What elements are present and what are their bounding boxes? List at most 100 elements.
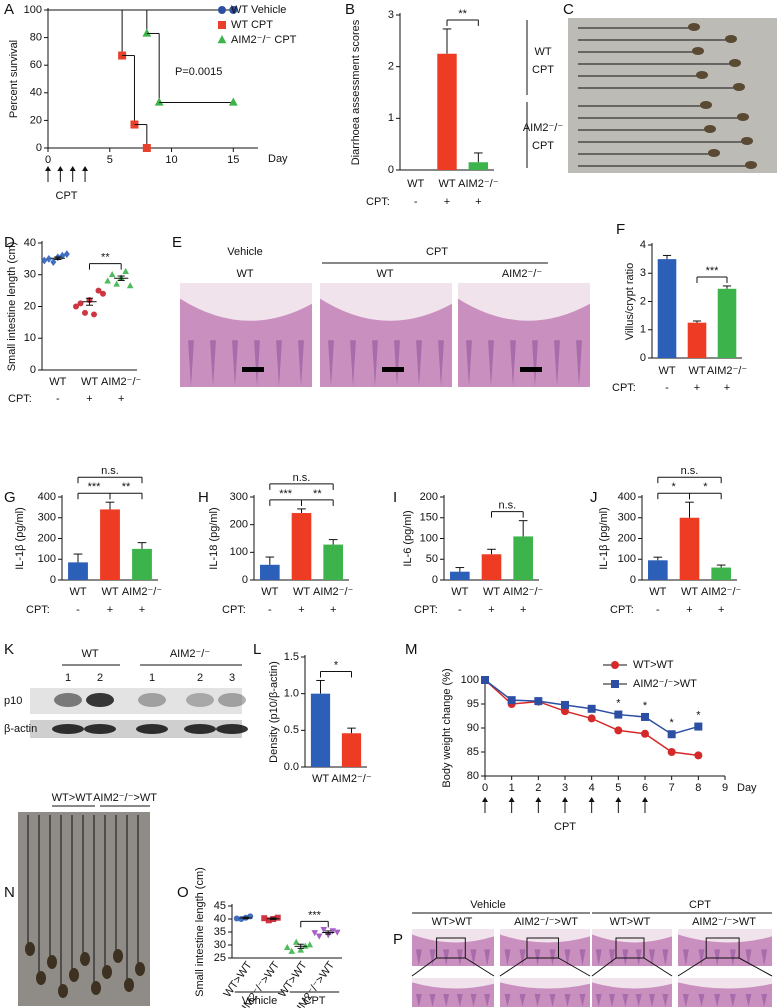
y-axis-title: IL-6 (pg/ml) — [402, 510, 414, 566]
row-value: + — [718, 604, 724, 616]
legend-label: WT Vehicle — [231, 4, 286, 16]
marker — [333, 929, 341, 936]
lane-label: 3 — [229, 672, 235, 684]
significance-label: ** — [313, 488, 322, 500]
group-label: CPT — [689, 899, 711, 911]
marker — [59, 251, 66, 260]
y-tick-label: 100 — [420, 532, 438, 544]
villus — [635, 993, 642, 1007]
villus — [549, 993, 556, 1007]
villus — [576, 340, 582, 387]
marker — [95, 287, 102, 294]
image-label: WT>WT — [610, 916, 651, 928]
marker — [534, 697, 543, 706]
blot-band — [186, 693, 214, 707]
villus — [554, 340, 560, 387]
significance-label: n.s. — [293, 472, 311, 484]
stool — [692, 47, 704, 55]
marker — [100, 290, 106, 297]
x-axis-title: Day — [737, 782, 757, 794]
y-tick-label: 150 — [420, 512, 438, 524]
row-label: p10 — [4, 695, 22, 707]
villus — [298, 340, 304, 387]
bar — [717, 288, 737, 358]
row-value: - — [656, 604, 660, 616]
y-tick-label: 200 — [618, 532, 636, 544]
image-label: AIM2⁻/⁻>WT — [514, 916, 578, 928]
y-axis-title: IL-1β (pg/ml) — [14, 507, 26, 570]
y-tick-label: 45 — [214, 900, 226, 912]
group-label: WT — [81, 648, 98, 660]
x-tick-label: AIM2⁻/⁻ — [122, 586, 163, 598]
marker — [113, 280, 120, 287]
villus — [682, 993, 689, 1007]
rule — [591, 957, 617, 977]
group-label: Vehicle — [227, 246, 262, 258]
marker — [63, 250, 70, 259]
villus — [729, 993, 736, 1007]
row-label: CPT: — [26, 604, 50, 616]
arrow-head — [535, 797, 542, 802]
arrow-head — [69, 166, 76, 171]
y-tick-label: 85 — [467, 746, 479, 758]
lane-label: 1 — [149, 672, 155, 684]
row-value: + — [724, 382, 730, 394]
panel-letter: D — [4, 234, 15, 251]
stool — [58, 984, 68, 998]
villus — [649, 993, 655, 1007]
y-tick-label: 0 — [630, 574, 636, 586]
y-tick-label: 95 — [467, 698, 479, 710]
villus — [622, 993, 629, 1007]
marker — [614, 710, 623, 719]
y-tick-label: 40 — [214, 913, 226, 925]
arrow-head — [615, 797, 622, 802]
zoom-box — [615, 937, 645, 959]
bar — [291, 513, 312, 580]
x-tick-label: WT — [483, 586, 500, 598]
image-label: WT>WT — [52, 792, 93, 804]
significance-label: * — [703, 481, 708, 493]
bar — [648, 560, 668, 580]
stool — [737, 113, 749, 121]
arrow-head — [45, 166, 51, 171]
image-label: AIM2⁻/⁻ — [502, 268, 543, 280]
scale-bar — [520, 367, 542, 372]
marker — [641, 729, 649, 738]
stool — [704, 125, 716, 133]
significance-label: * — [616, 697, 621, 709]
stool — [733, 83, 745, 91]
y-tick-label: 100 — [38, 553, 56, 565]
marker — [104, 277, 111, 284]
image-label: AIM2⁻/⁻>WT — [692, 916, 756, 928]
stool — [113, 949, 123, 963]
blot-band — [216, 724, 248, 734]
x-tick-label: WT — [681, 586, 698, 598]
image-label: AIM2⁻/⁻>WT — [93, 792, 157, 804]
marker — [587, 704, 596, 713]
marker — [561, 707, 569, 716]
stool — [745, 161, 757, 169]
y-tick-label: 100 — [618, 553, 636, 565]
scale-bar — [242, 367, 264, 372]
stool — [696, 71, 708, 79]
arrow-head — [642, 797, 648, 802]
marker — [217, 35, 227, 44]
marker — [261, 915, 268, 922]
group-label: Vehicle — [242, 995, 277, 1007]
x-tick-label: WT — [438, 178, 455, 190]
y-tick-label: 40 — [30, 87, 42, 99]
row-value: - — [56, 393, 60, 405]
stool — [36, 971, 46, 985]
stool — [741, 137, 753, 145]
villus — [534, 993, 541, 1007]
image-label: CPT — [532, 64, 554, 76]
villus — [456, 993, 463, 1007]
villus — [372, 340, 378, 387]
row-value: + — [107, 604, 113, 616]
villus — [415, 993, 422, 1007]
row-value: + — [488, 604, 494, 616]
significance-label: n.s. — [681, 465, 699, 477]
blot-band — [86, 693, 114, 707]
significance-label: n.s. — [101, 465, 119, 477]
